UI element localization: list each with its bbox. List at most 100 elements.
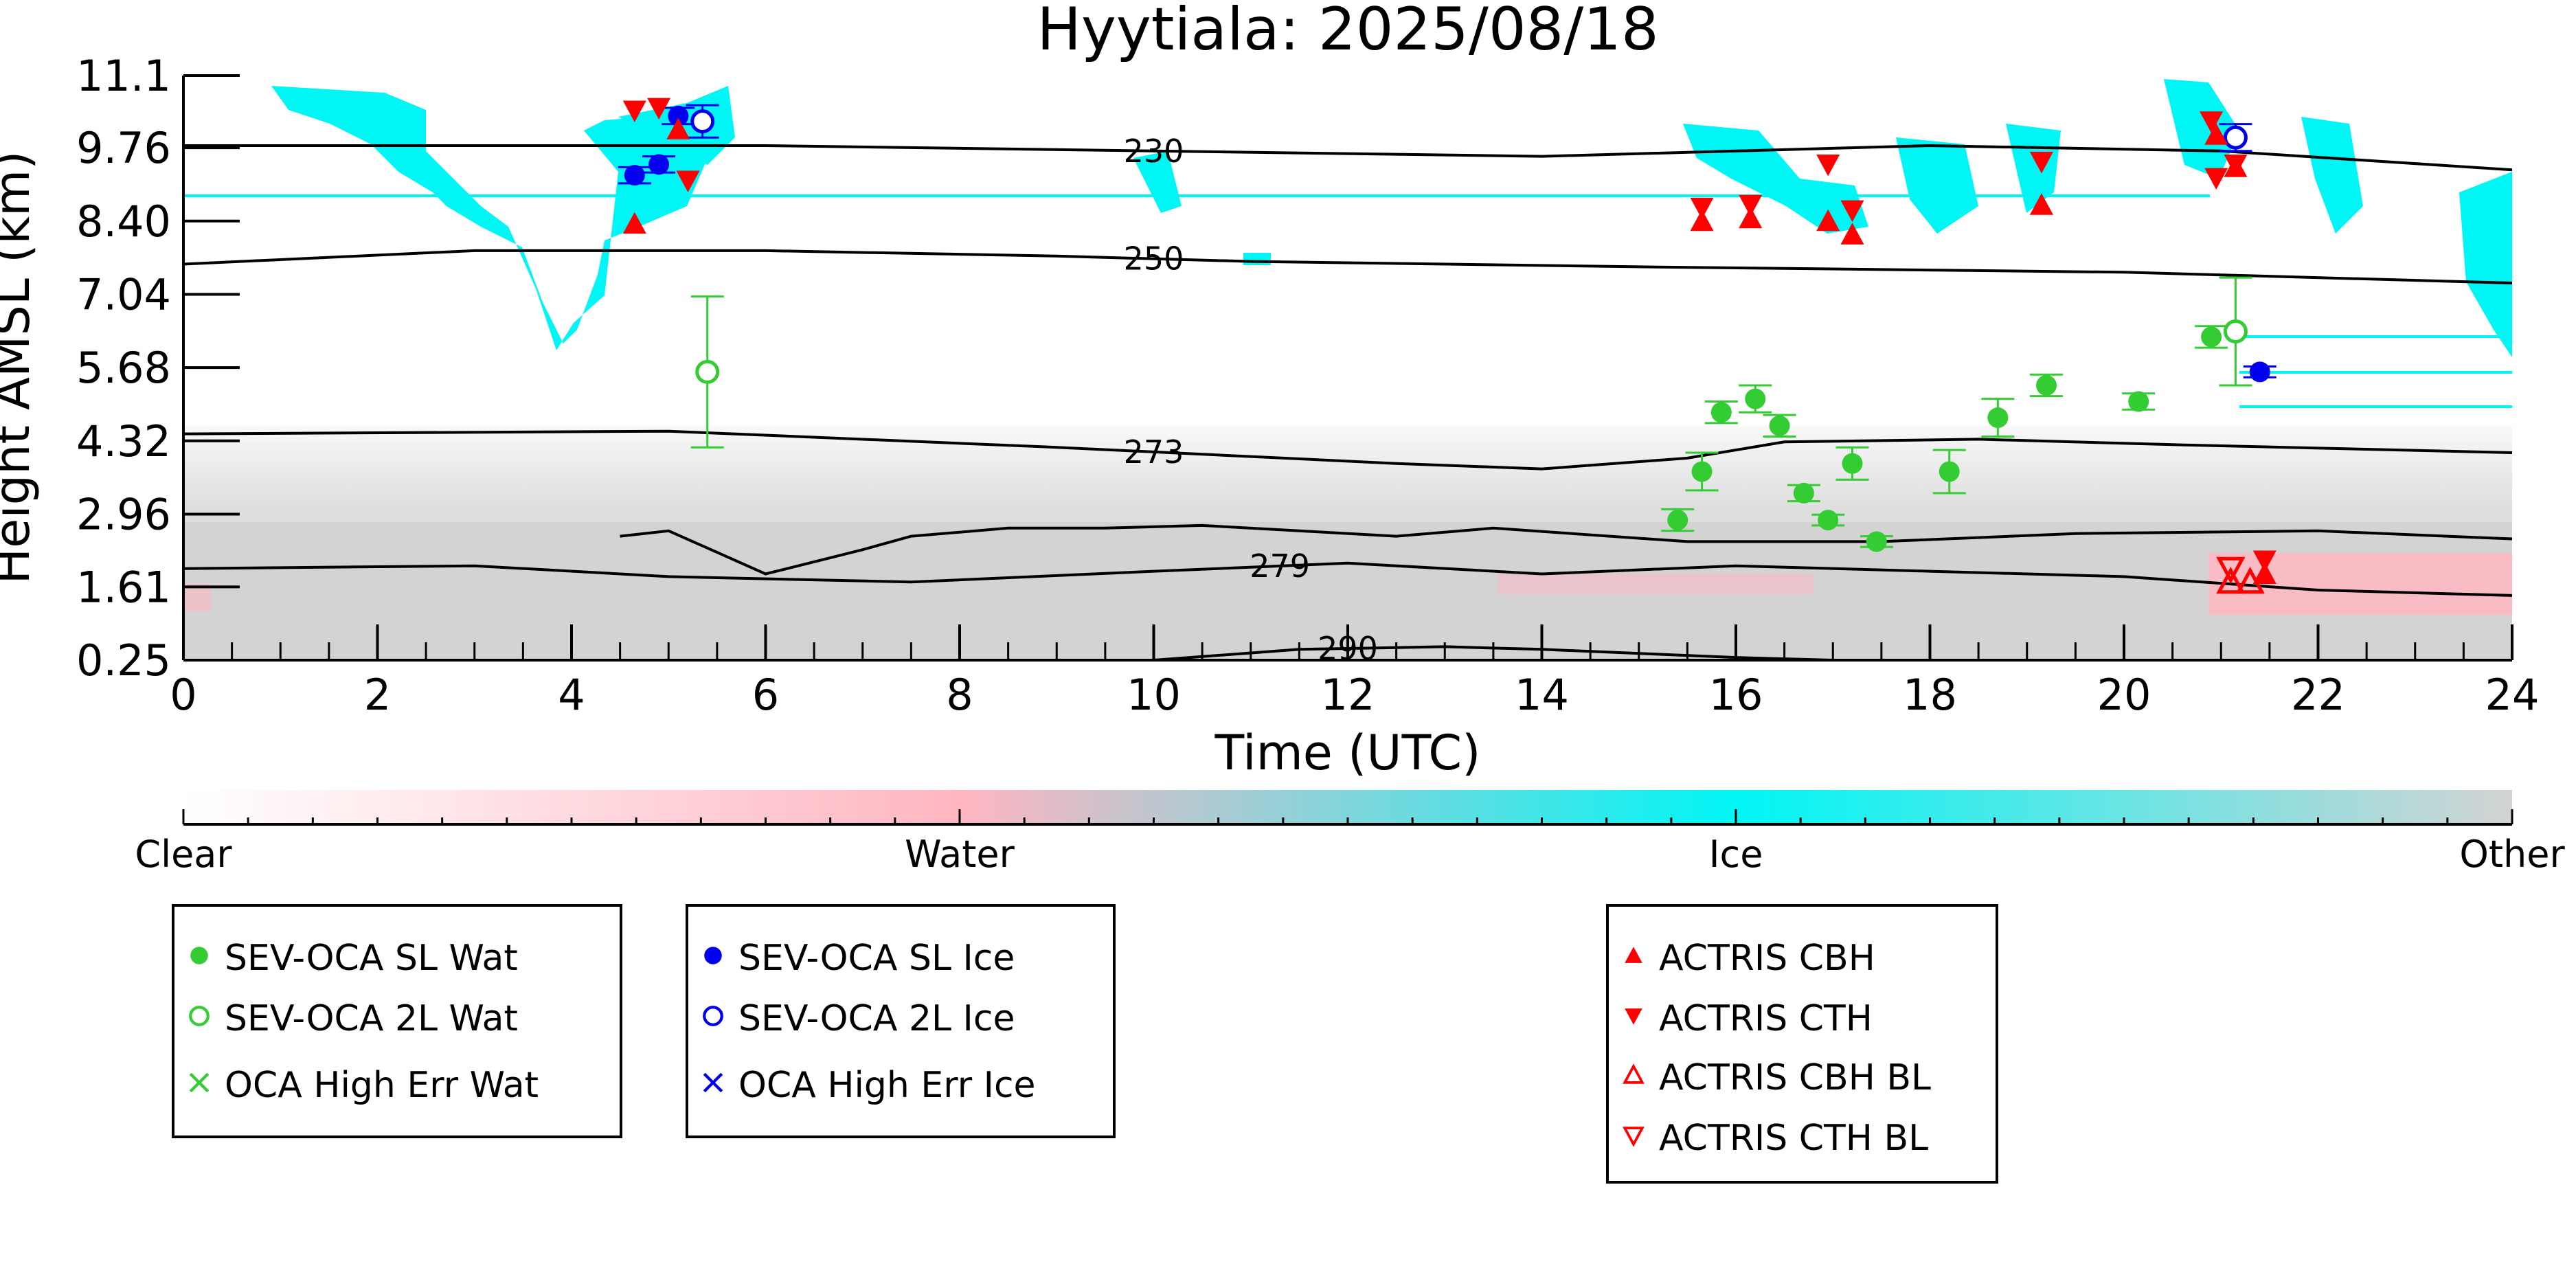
colorbar-labels: Clear Water Ice Other [135,833,2565,876]
contour-line [183,249,2512,284]
sev-oca-sl-wat-point [1710,402,1732,423]
ice-cloud [2164,79,2239,179]
legend-label-sev-oca-2l-ice: SEV-OCA 2L Ice [738,998,1015,1039]
x-tick-label: 2 [364,670,391,720]
x-tick-label: 10 [1127,670,1181,720]
actris-cbh-point [2029,193,2053,215]
actris-cbh-point [666,117,690,139]
x-tick-label: 8 [946,670,973,720]
y-tick-label: 5.68 [76,343,171,393]
ice-cloud [2301,117,2363,234]
y-axis-ticks: 0.25 1.61 2.96 4.32 5.68 7.04 8.40 9.76 11.1 [76,51,240,686]
ice-cloud [1683,124,1868,234]
sev-oca-2l-wat-point [2223,319,2248,344]
legend-label-actris-cbh: ACTRIS CBH [1659,938,1875,979]
sev-oca-sl-wat-point [2128,391,2149,412]
water-patch [1498,574,1814,594]
legend-box-actris [1606,904,1998,1184]
contour-line [183,429,2512,471]
chart-title: Hyytiala: 2025/08/18 [1037,0,1658,64]
actris-cth-point [2204,168,2228,190]
actris-cbh-point [1840,223,1864,245]
x-tick-label: 16 [1709,670,1763,720]
legend-marker-sev-oca-2l-wat [189,1006,210,1026]
actris-cth-point [1840,200,1864,223]
sev-oca-sl-wat-point [1866,531,1887,552]
colorbar-ticks [182,809,2513,824]
x-axis-ticks: 0 2 4 6 8 10 12 14 16 18 20 22 24 [170,624,2539,720]
y-tick-label: 2.96 [76,489,171,539]
legend-label-sev-oca-2l-wat: SEV-OCA 2L Wat [225,998,518,1039]
sev-oca-2l-wat-point [695,359,720,384]
legend-marker-oca-high-err-ice [703,1072,723,1093]
sev-oca-2l-ice-point [2223,125,2248,150]
ice-cloud [271,86,708,350]
actris-cbh-point [2252,562,2276,584]
actris-cth-point [1739,194,1763,217]
contour-label: 279 [1250,547,1310,585]
x-axis-label: Time (UTC) [1214,725,1481,781]
sev-oca-sl-ice-point [2249,361,2270,383]
legend-label-actris-cth: ACTRIS CTH [1659,998,1873,1039]
sev-oca-sl-wat-point [1818,510,1839,531]
actris-cth-point [622,100,646,122]
y-tick-label: 4.32 [76,416,171,466]
actris-cth-point [2200,111,2224,133]
y-axis-label: Height AMSL (km) [0,151,41,585]
x-tick-label: 20 [2097,670,2151,720]
actris-cth-bl-point [2216,556,2246,584]
legend-marker-sev-oca-2l-ice [703,1006,723,1026]
actris-cth-point [676,170,700,192]
sev-oca-sl-wat-point [1745,388,1766,409]
actris-cth-point [2224,154,2248,177]
ice-cloud [2459,172,2512,357]
legend-label-actris-cth-bl: ACTRIS CTH BL [1659,1118,1928,1159]
sev-oca-sl-wat-point [1842,453,1863,474]
legend-marker-oca-high-err-wat [189,1072,210,1093]
x-tick-label: 4 [558,670,585,720]
actris-cbh-point [2204,123,2228,145]
actris-cth-point [1816,154,1840,177]
sev-oca-sl-ice-point [624,165,645,186]
ice-cloud [1133,151,1182,213]
x-tick-label: 18 [1903,670,1957,720]
y-tick-label: 7.04 [76,269,171,319]
colorbar-label: Other [2459,833,2565,876]
legends: SEV-OCA SL Wat SEV-OCA 2L Wat OCA High Err… [189,938,1931,1159]
legend-box-water [172,904,622,1138]
actris-cbh-point [622,212,646,234]
x-tick-label: 0 [170,670,196,720]
y-tick-label: 11.1 [76,51,171,101]
actris-cbh-point [1739,206,1763,229]
sev-oca-sl-ice-point [648,154,670,175]
x-tick-label: 22 [2291,670,2345,720]
actris-cbh-point [1690,209,1714,231]
sev-oca-2l-ice-point [690,109,715,134]
x-tick-label: 24 [2485,670,2540,720]
ice-line [2239,335,2512,338]
actris-cth-point [647,98,671,120]
legend-marker-actris-cbh [1625,947,1642,963]
contour-label: 250 [1124,240,1184,278]
legend-label-sev-oca-sl-ice: SEV-OCA SL Ice [738,938,1015,979]
sev-oca-sl-wat-point [1939,461,1960,482]
cloud-mask-image [183,79,2512,660]
sev-oca-sl-wat-point [1691,461,1713,482]
water-patch [2208,553,2512,615]
sev-oca-sl-ice-point [668,105,689,126]
y-tick-label: 1.61 [76,562,171,612]
legend-marker-actris-cth-bl [1623,1127,1645,1147]
actris-cbh-point [1816,209,1840,231]
actris-cbh-bl-point [2235,567,2265,594]
sev-oca-sl-wat-point [1793,482,1814,504]
legend-marker-sev-oca-sl-ice [704,947,722,964]
actris-cth-point [1690,197,1714,220]
legend-marker-sev-oca-sl-wat [190,947,208,964]
colorbar-label: Ice [1709,833,1763,876]
ice-line [2239,405,2512,408]
contour-label: 273 [1124,433,1184,471]
colorbar-label: Clear [135,833,232,876]
ice-cloud [1896,137,1978,234]
sev-oca-sl-wat-point [1987,407,2009,429]
